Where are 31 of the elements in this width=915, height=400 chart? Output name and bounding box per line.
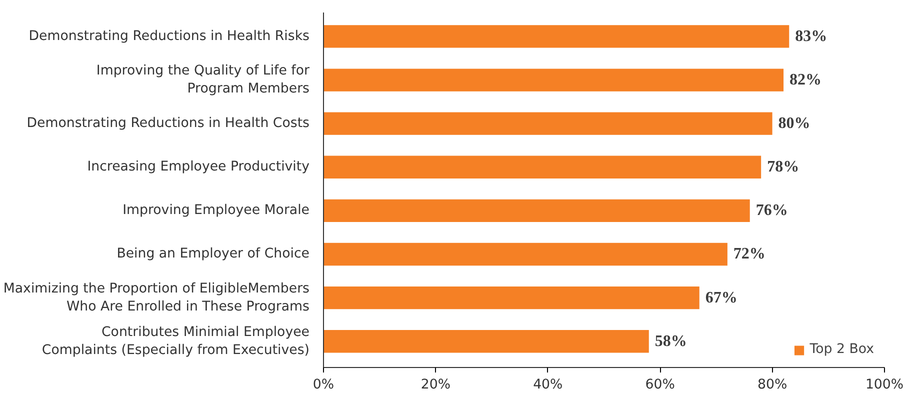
y-tick-label: Demonstrating Reductions in Health Risks	[28, 28, 310, 44]
x-tick-label: 40%	[533, 378, 563, 392]
y-tick-label: Maximizing the Proportion of EligibleMembers Who Are Enrolled in These Programs	[3, 281, 310, 314]
data-label: 82%	[790, 72, 822, 89]
x-tick-label: 80%	[757, 378, 788, 392]
x-tick-label: 0%	[312, 378, 334, 392]
data-label: 78%	[767, 158, 800, 176]
data-label: 80%	[778, 115, 810, 132]
data-label: 67%	[705, 289, 738, 306]
data-label: 72%	[733, 246, 766, 263]
y-tick-label: Improving Employee Morale	[122, 203, 310, 218]
y-tick-label: Contributes Minimial Employee Complaints (Especially from Executives)	[42, 324, 310, 358]
bar	[324, 286, 700, 310]
x-tick-label: 20%	[420, 378, 451, 392]
data-label: 76%	[756, 202, 788, 220]
x-tick-label: 100%	[865, 378, 904, 392]
y-tick-label: Being an Employer of Choice	[116, 246, 310, 262]
x-tick-label: 60%	[645, 378, 675, 392]
y-tick-label: Increasing Employee Productivity	[87, 160, 310, 175]
bar	[324, 25, 790, 48]
bar	[324, 156, 762, 178]
y-tick-label: Improving the Quality of Life for Program Members	[96, 64, 310, 97]
y-tick-label: Demonstrating Reductions in Health Costs	[26, 116, 310, 132]
bar	[324, 68, 784, 92]
bar	[324, 199, 750, 222]
legend-label: Top 2 Box	[810, 342, 874, 357]
data-label: 58%	[654, 332, 687, 350]
bar	[324, 242, 728, 266]
data-label: 83%	[795, 28, 828, 45]
bar	[324, 330, 649, 353]
bar	[324, 112, 772, 135]
